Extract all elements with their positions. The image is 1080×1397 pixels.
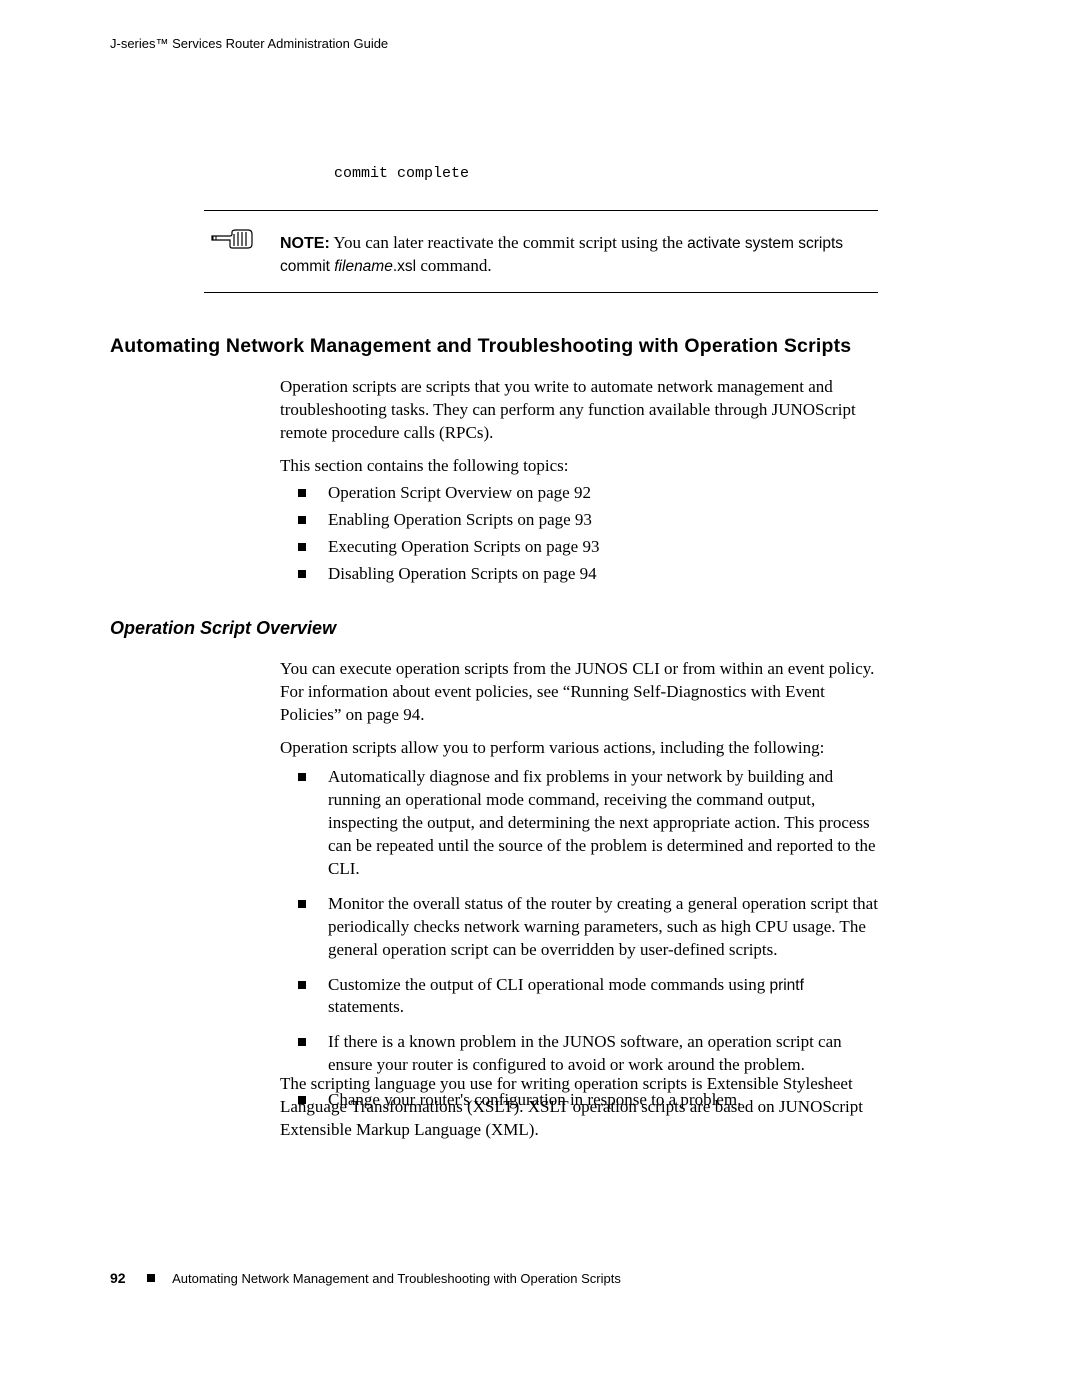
toc-item: Disabling Operation Scripts on page 94 [298,563,878,586]
bullet-item: Monitor the overall status of the router… [298,893,878,962]
code-commit-complete: commit complete [334,165,469,182]
paragraph-exec: You can execute operation scripts from t… [280,658,878,727]
bullet-text-post: statements. [328,997,404,1016]
subsection-heading: Operation Script Overview [110,618,336,639]
page: J-series™ Services Router Administration… [0,0,1080,1397]
paragraph-xslt: The scripting language you use for writi… [280,1073,878,1142]
note-label: NOTE: [280,235,330,252]
note-rule-top [204,210,878,211]
paragraph-allow: Operation scripts allow you to perform v… [280,737,878,760]
running-header: J-series™ Services Router Administration… [110,36,388,51]
note-text: NOTE: You can later reactivate the commi… [280,232,878,278]
note-filename: filename [334,258,393,275]
note-body-2: command. [416,256,492,275]
bullet-item: If there is a known problem in the JUNOS… [298,1031,878,1077]
section-toc: Operation Script Overview on page 92 Ena… [298,478,878,586]
printf-cmd: printf [769,977,803,994]
page-number: 92 [110,1270,126,1286]
toc-item: Enabling Operation Scripts on page 93 [298,509,878,532]
page-footer: 92 Automating Network Management and Tro… [110,1270,621,1286]
section-intro-1: Operation scripts are scripts that you w… [280,376,878,445]
footer-title: Automating Network Management and Troubl… [172,1271,621,1286]
action-bullets: Automatically diagnose and fix problems … [298,762,878,1112]
note-rule-bottom [204,292,878,293]
toc-item: Executing Operation Scripts on page 93 [298,536,878,559]
bullet-item: Customize the output of CLI operational … [298,974,878,1020]
bullet-text-pre: Customize the output of CLI operational … [328,975,769,994]
section-intro-2: This section contains the following topi… [280,455,878,478]
section-heading: Automating Network Management and Troubl… [110,335,851,358]
bullet-item: Automatically diagnose and fix problems … [298,766,878,881]
note-cmd-2: .xsl [393,258,416,275]
footer-square-icon [147,1274,155,1282]
toc-item: Operation Script Overview on page 92 [298,482,878,505]
pointing-hand-icon [210,226,254,250]
note-body-1: You can later reactivate the commit scri… [330,233,687,252]
